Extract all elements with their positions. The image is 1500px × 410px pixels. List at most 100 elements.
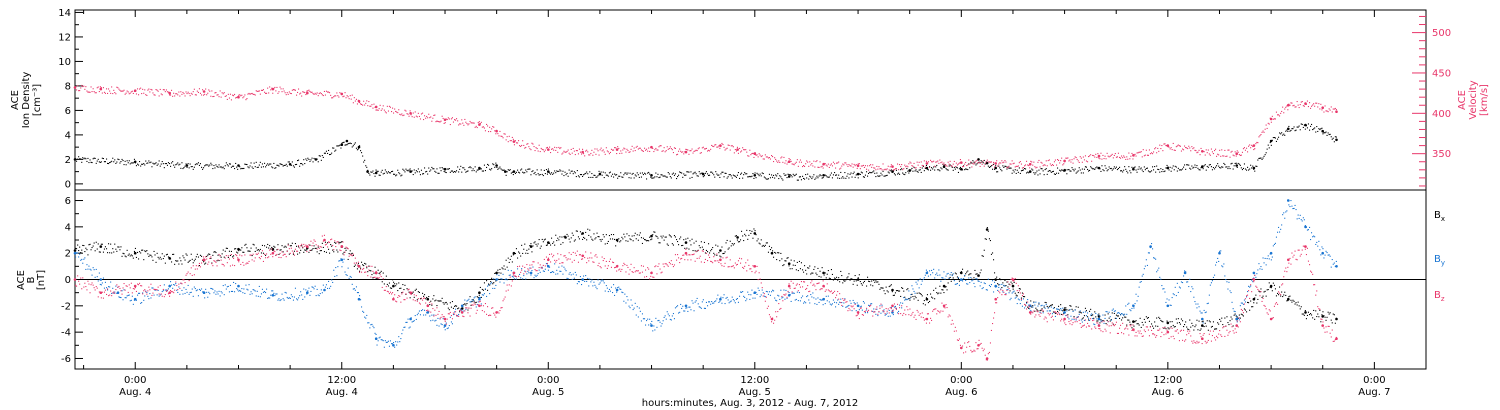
velocity-trace-dot [1238, 154, 1240, 156]
density-trace-dot [793, 175, 795, 177]
Bx-trace-dot [976, 273, 978, 275]
Bx-trace-dot [695, 240, 697, 242]
Bx-trace-dot [569, 241, 571, 243]
velocity-trace-dot [78, 90, 80, 92]
density-trace-dot [935, 166, 937, 168]
velocity-trace-dot [434, 114, 436, 116]
By-trace-dot [415, 318, 417, 320]
density-point [357, 145, 361, 149]
velocity-trace-dot [895, 168, 897, 170]
By-trace-dot [349, 275, 351, 277]
Bx-trace-dot [400, 287, 402, 289]
density-trace-dot [588, 176, 590, 178]
density-trace-dot [1116, 169, 1118, 171]
density-trace-dot [612, 173, 614, 175]
velocity-trace-dot [560, 147, 562, 149]
velocity-trace-dot [1270, 121, 1272, 123]
density-trace-dot [350, 143, 352, 145]
By-trace-dot [922, 278, 924, 280]
density-trace-dot [128, 160, 130, 162]
density-trace-dot [561, 173, 563, 175]
By-trace-dot [884, 314, 886, 316]
velocity-trace-dot [366, 100, 368, 102]
Bx-trace-dot [640, 237, 642, 239]
velocity-trace-dot [267, 87, 269, 89]
By-trace-dot [601, 279, 603, 281]
Bx-trace-dot [1190, 326, 1192, 328]
By-trace-dot [561, 265, 563, 267]
density-trace-dot [245, 163, 247, 165]
velocity-trace-dot [723, 146, 725, 148]
velocity-trace-dot [683, 153, 685, 155]
velocity-trace-dot [264, 91, 266, 93]
By-trace-dot [744, 296, 746, 298]
density-trace-dot [889, 170, 891, 172]
Bx-trace-dot [1234, 313, 1236, 315]
velocity-trace-dot [1156, 152, 1158, 154]
velocity-trace-dot [1091, 160, 1093, 162]
Bx-trace-dot [586, 239, 588, 241]
By-trace-dot [763, 295, 765, 297]
density-trace-dot [353, 143, 355, 145]
density-trace-dot [966, 168, 968, 170]
By-trace-dot [1096, 318, 1098, 320]
density-trace-dot [406, 169, 408, 171]
Bx-trace-dot [240, 249, 242, 251]
density-point [650, 174, 653, 177]
Bx-trace-dot [1189, 319, 1191, 321]
Bx-trace-dot [936, 292, 938, 294]
By-trace-dot [946, 273, 948, 275]
density-trace-dot [569, 172, 571, 174]
velocity-trace-dot [608, 153, 610, 155]
Bx-trace-dot [627, 240, 629, 242]
By-trace-dot [508, 274, 510, 276]
By-trace-dot [939, 274, 941, 276]
By-trace-dot [981, 288, 983, 290]
density-trace-dot [457, 166, 459, 168]
density-trace-dot [153, 163, 155, 165]
Bx-trace-dot [493, 282, 495, 284]
density-trace-dot [1024, 168, 1026, 170]
velocity-trace-dot [744, 149, 746, 151]
density-trace-dot [230, 166, 232, 168]
velocity-trace-dot [84, 88, 86, 90]
density-trace-dot [762, 173, 764, 175]
density-trace-dot [641, 172, 643, 174]
density-trace-dot [839, 177, 841, 179]
By-trace-dot [500, 278, 502, 280]
density-trace-dot [1226, 166, 1228, 168]
velocity-trace-dot [715, 144, 717, 146]
density-trace-dot [318, 155, 320, 157]
density-trace-dot [913, 166, 915, 168]
density-trace-dot [95, 162, 97, 164]
Bx-trace-dot [980, 269, 982, 271]
density-trace-dot [730, 175, 732, 177]
velocity-trace-dot [1075, 157, 1077, 159]
velocity-trace-dot [342, 96, 344, 98]
Bx-trace-dot [1195, 324, 1197, 326]
density-trace-dot [174, 166, 176, 168]
Bx-trace-dot [78, 250, 80, 252]
By-trace-dot [403, 326, 405, 328]
Bx-trace-dot [171, 261, 173, 263]
velocity-trace-dot [135, 93, 137, 95]
Bx-trace-dot [829, 278, 831, 280]
Bx-trace-dot [145, 251, 147, 253]
By-trace-dot [125, 297, 127, 299]
density-trace-dot [447, 168, 449, 170]
Bx-trace-dot [620, 240, 622, 242]
density-trace-dot [841, 177, 843, 179]
By-trace-dot [1114, 310, 1116, 312]
velocity-trace-dot [96, 87, 98, 89]
density-trace-dot [579, 174, 581, 176]
velocity-trace-dot [975, 160, 977, 162]
density-trace-dot [994, 168, 996, 170]
By-trace-dot [404, 326, 406, 328]
Bx-trace-dot [730, 245, 732, 247]
Bx-trace-dot [352, 254, 354, 256]
By-trace-dot [1158, 267, 1160, 269]
By-trace-dot [718, 301, 720, 303]
velocity-trace-dot [435, 121, 437, 123]
velocity-trace-dot [685, 148, 687, 150]
Bx-trace-dot [269, 245, 271, 247]
